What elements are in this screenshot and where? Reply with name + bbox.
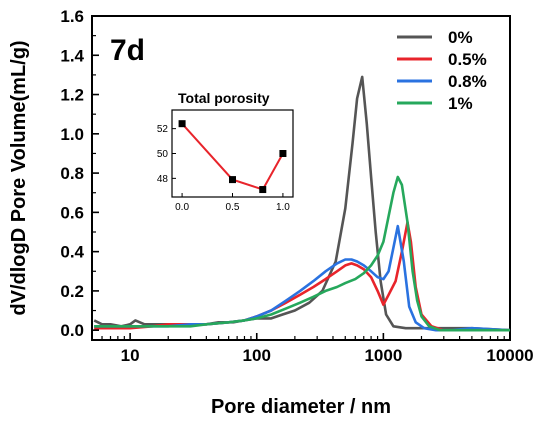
inset-title: Total porosity bbox=[178, 90, 270, 106]
y-tick-label: 0.0 bbox=[60, 321, 84, 340]
inset-y-tick-label: 50 bbox=[157, 149, 169, 160]
inset-y-tick-label: 52 bbox=[157, 124, 169, 135]
legend-label-2: 0.8% bbox=[448, 72, 487, 91]
y-axis-title: dV/dlogD Pore Volume(mL/g) bbox=[8, 40, 30, 315]
series-line-2 bbox=[94, 224, 511, 332]
inset-point bbox=[279, 150, 287, 157]
legend: 0% 0.5% 0.8% 1% bbox=[397, 28, 487, 113]
inset-point bbox=[259, 186, 267, 194]
x-tick-label: 10 bbox=[121, 346, 140, 365]
inset-x-axis-ticks: 0.0 0.5 1.0 bbox=[175, 193, 290, 213]
legend-label-0: 0% bbox=[448, 28, 473, 47]
x-axis-title: Pore diameter / nm bbox=[211, 396, 391, 418]
y-axis-ticks: 0.0 0.2 0.4 0.6 0.8 1.0 1.2 1.4 1.6 bbox=[60, 7, 99, 340]
x-tick-label: 100 bbox=[243, 346, 271, 365]
y-tick-label: 1.0 bbox=[60, 125, 84, 144]
y-tick-label: 1.2 bbox=[60, 86, 84, 105]
inset-x-tick-label: 0.5 bbox=[226, 202, 240, 213]
series-line-1 bbox=[94, 220, 510, 332]
y-tick-label: 0.6 bbox=[60, 203, 84, 222]
inset-point bbox=[229, 176, 236, 184]
y-tick-label: 1.6 bbox=[60, 7, 84, 26]
x-tick-label: 10000 bbox=[486, 346, 533, 365]
legend-label-3: 1% bbox=[448, 94, 473, 113]
inset-line bbox=[181, 123, 284, 191]
main-series-group bbox=[93, 75, 511, 332]
main-plot: 10 100 1000 10000 0.0 0.2 0.4 0.6 0.8 1.0 1.2 1.4 1… bbox=[8, 7, 534, 418]
y-tick-label: 0.2 bbox=[60, 282, 84, 301]
series-line-0 bbox=[93, 75, 511, 332]
inset-x-tick-label: 0.0 bbox=[175, 202, 189, 213]
main-plot-frame bbox=[91, 15, 511, 341]
y-tick-label: 1.4 bbox=[60, 46, 84, 65]
inset-point bbox=[178, 120, 186, 128]
y-tick-label: 0.4 bbox=[60, 243, 84, 262]
y-tick-label: 0.8 bbox=[60, 164, 84, 183]
x-tick-label: 1000 bbox=[364, 346, 402, 365]
inset-x-tick-label: 1.0 bbox=[276, 202, 290, 213]
inset-y-axis-ticks: 48 50 52 bbox=[157, 124, 176, 185]
x-axis-ticks: 10 100 1000 10000 bbox=[91, 333, 534, 365]
panel-label: 7d bbox=[110, 34, 145, 67]
series-line-3 bbox=[94, 175, 510, 332]
inset-plot: Total porosity 0.0 0.5 1.0 48 50 52 bbox=[157, 90, 294, 213]
inset-y-tick-label: 48 bbox=[157, 174, 169, 185]
inset-series-group bbox=[178, 120, 287, 194]
legend-label-1: 0.5% bbox=[448, 50, 487, 69]
inset-plot-frame bbox=[171, 109, 294, 198]
